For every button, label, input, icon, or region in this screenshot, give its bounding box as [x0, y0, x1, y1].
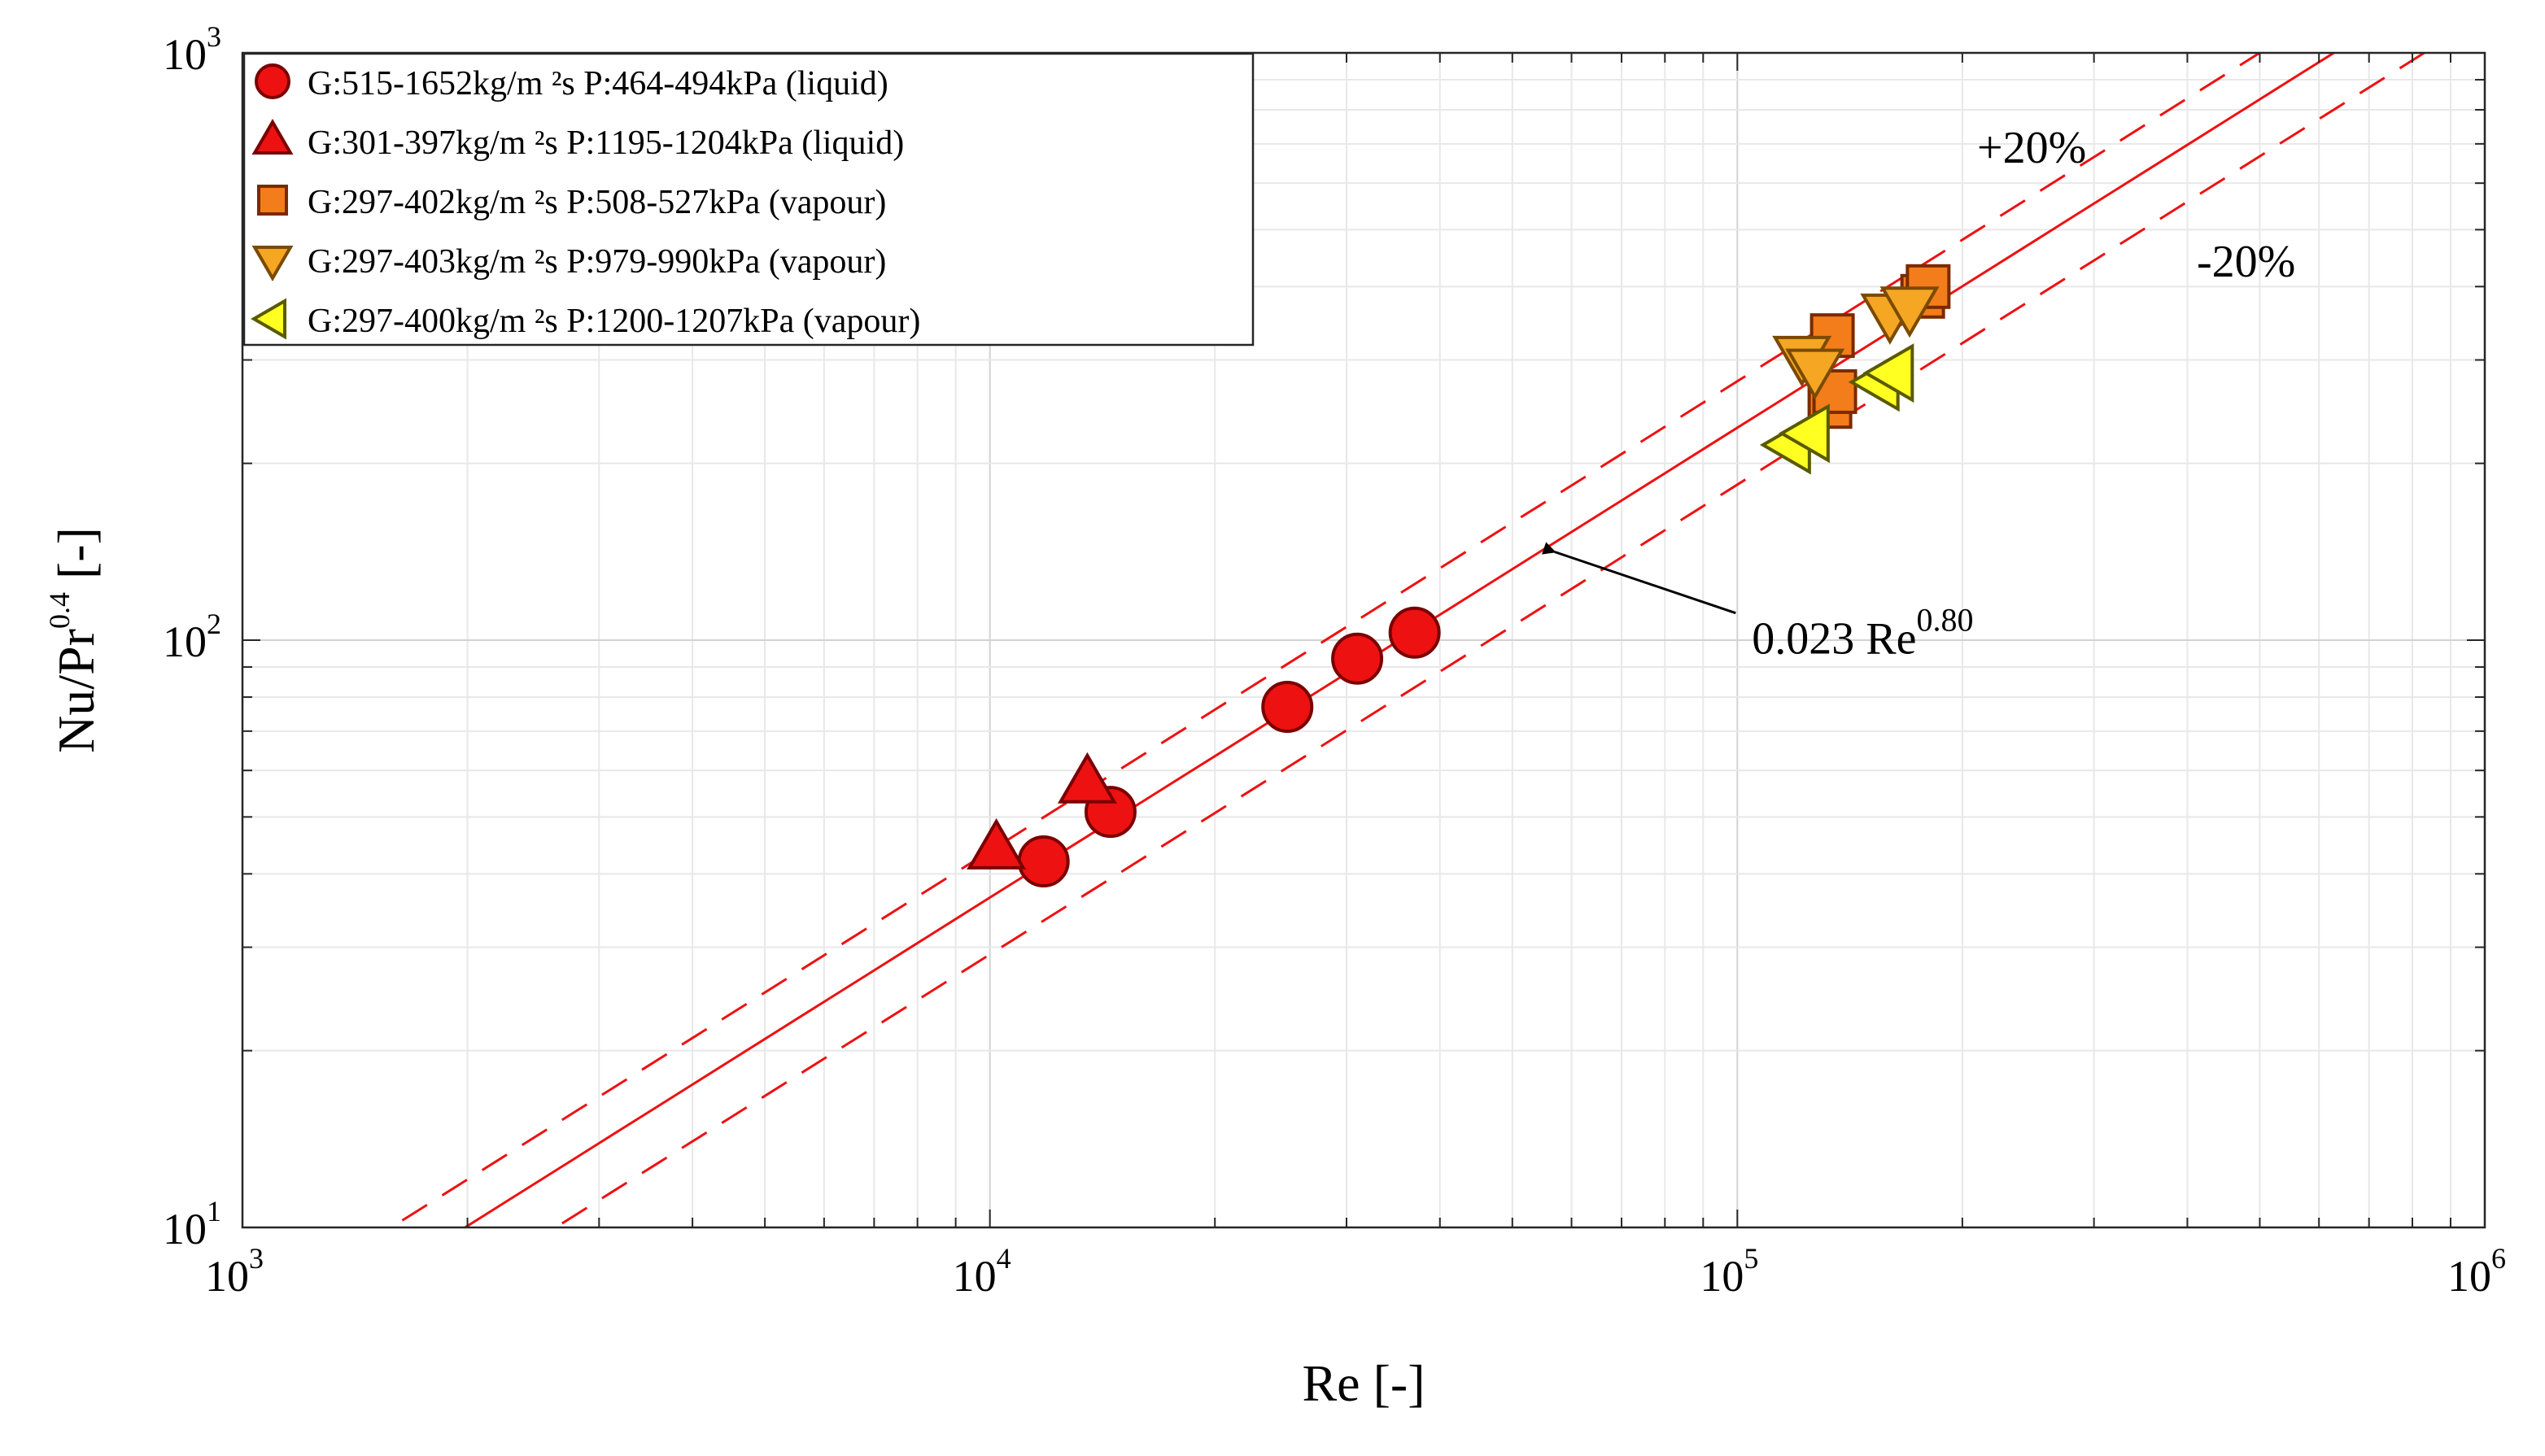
x-tick-label: 105 — [1700, 1242, 1758, 1301]
legend-label: G:297-400kg/m ²s P:1200-1207kPa (vapour) — [308, 303, 920, 340]
x-tick-label: 103 — [205, 1242, 264, 1301]
legend-label: G:297-403kg/m ²s P:979-990kPa (vapour) — [308, 243, 886, 281]
legend-entry: G:297-400kg/m ²s P:1200-1207kPa (vapour) — [251, 298, 920, 340]
data-point — [1862, 343, 1914, 403]
legend-entry: G:515-1652kg/m ²s P:464-494kPa (liquid) — [255, 63, 888, 102]
y-tick-label: 102 — [163, 608, 221, 666]
data-point — [1388, 606, 1441, 659]
x-axis-title: Re [-] — [1302, 1354, 1425, 1412]
x-tick-labels: 103 104 105 106 — [205, 1242, 2506, 1301]
legend-entry: G:297-403kg/m ²s P:979-990kPa (vapour) — [251, 243, 886, 281]
series-2 — [967, 752, 1117, 870]
legend-label: G:515-1652kg/m ²s P:464-494kPa (liquid) — [308, 65, 888, 102]
data-point — [967, 817, 1027, 870]
data-point — [1778, 403, 1830, 464]
y-tick-labels: 101 102 103 — [163, 20, 221, 1253]
x-tick-label: 104 — [953, 1242, 1011, 1301]
legend-box — [242, 52, 1255, 347]
band-lower-line — [553, 53, 2427, 1227]
data-point — [1057, 752, 1117, 804]
legend-entry: G:297-402kg/m ²s P:508-527kPa (vapour) — [257, 184, 886, 221]
data-point — [1785, 348, 1845, 400]
legend: G:515-1652kg/m ²s P:464-494kPa (liquid) G… — [242, 52, 1255, 347]
legend-label: G:301-397kg/m ²s P:1195-1204kPa (liquid) — [308, 124, 904, 162]
data-point — [1879, 286, 1940, 338]
legend-marker — [257, 185, 288, 216]
data-points — [967, 264, 1951, 888]
band-upper-label: +20% — [1977, 123, 2086, 173]
correlation-annotation: 0.023 Re0.80 — [1541, 542, 1974, 665]
legend-marker — [255, 63, 290, 99]
series-1 — [1017, 606, 1441, 888]
correlation-label: 0.023 Re0.80 — [1752, 602, 1973, 665]
legend-marker — [251, 298, 286, 340]
correlation-arrow — [1541, 542, 1736, 615]
series-4 — [1772, 286, 1940, 400]
data-point — [1261, 680, 1314, 733]
band-upper-line — [388, 53, 2263, 1227]
x-tick-label: 106 — [2447, 1242, 2506, 1301]
band-lower-label: -20% — [2197, 237, 2295, 287]
data-point — [1331, 632, 1384, 685]
y-tick-label: 101 — [163, 1195, 221, 1253]
series-5 — [1759, 343, 1914, 475]
y-tick-label: 103 — [163, 20, 221, 79]
data-point — [1017, 835, 1070, 888]
legend-marker — [251, 246, 294, 281]
legend-label: G:297-402kg/m ²s P:508-527kPa (vapour) — [308, 184, 886, 221]
legend-entry: G:301-397kg/m ²s P:1195-1204kPa (liquid) — [251, 119, 904, 162]
y-axis-title: Nu/Pr0.4 [-] — [43, 527, 105, 753]
legend-marker — [251, 119, 294, 155]
